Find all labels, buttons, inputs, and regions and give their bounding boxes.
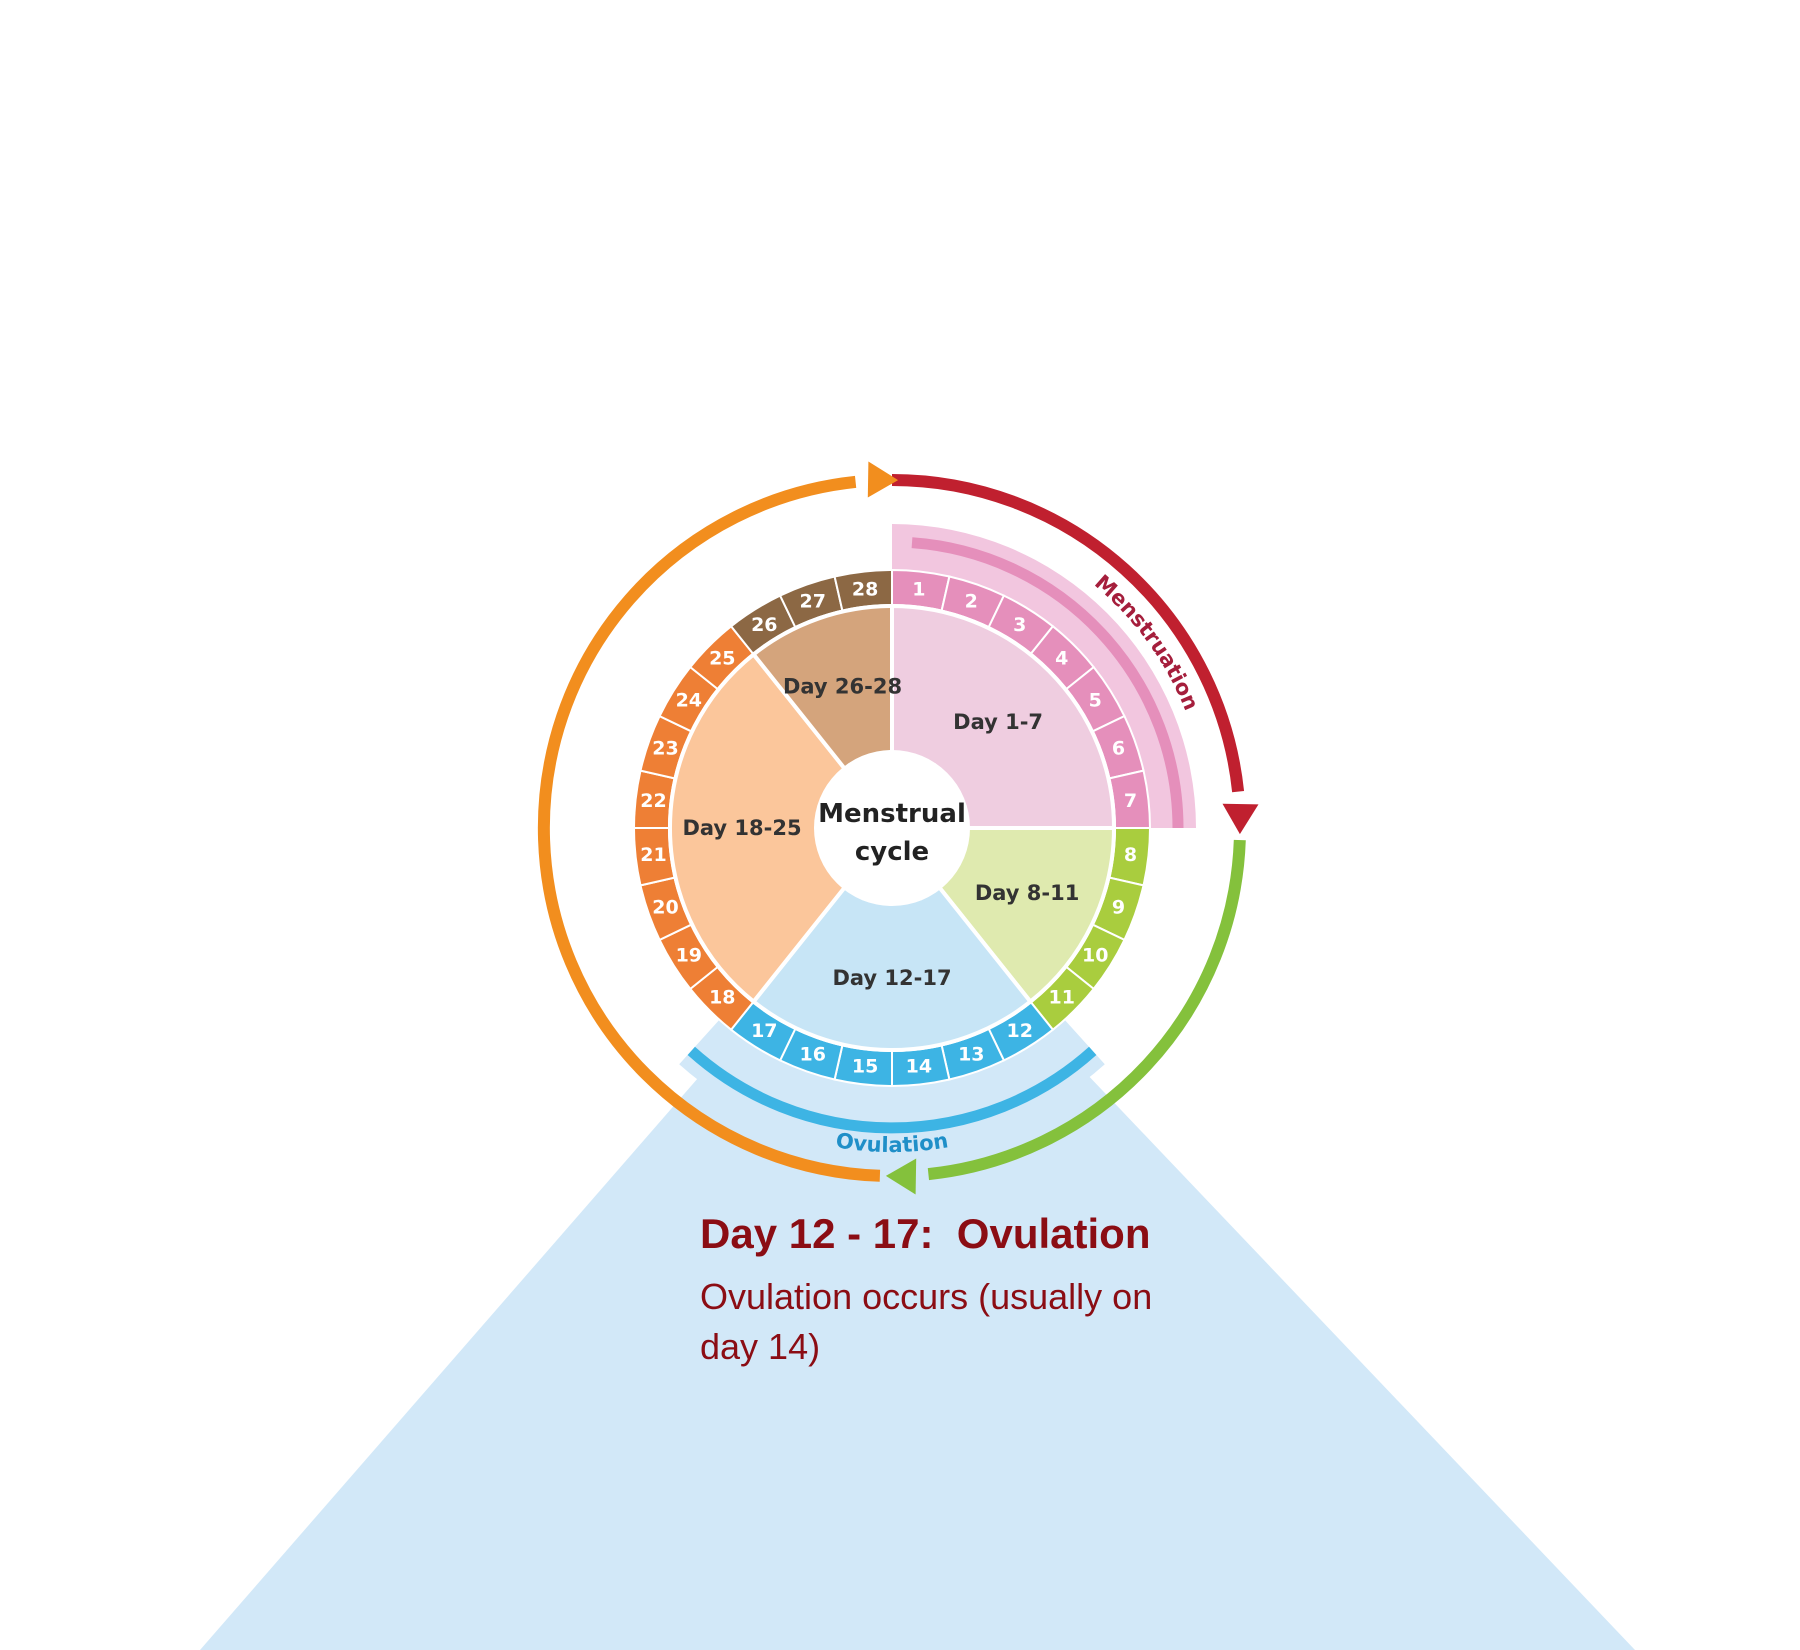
day-label: 21 [640,844,666,866]
phase-label-1: Day 1-7 [953,710,1043,734]
phase-label-5: Day 26-28 [783,674,902,698]
info-title: Day 12 - 17: Ovulation [700,1210,1151,1257]
day-label: 7 [1124,790,1137,812]
menstruation-arrowhead [1222,803,1259,835]
day-label: 4 [1055,647,1068,669]
ovulation-info-panel [200,1070,1635,1650]
menstruation-bar [911,537,1184,829]
follicular-arrow [927,839,1246,1181]
phase-label-4: Day 18-25 [682,816,801,840]
cycle-arrows [537,461,1259,1195]
info-box: Day 12 - 17: Ovulation Ovulation occurs … [700,1210,1220,1372]
center-label-line-1: Menstrual [818,799,966,829]
day-label: 2 [965,591,978,613]
day-label: 14 [906,1056,932,1078]
follicular-arrowhead [885,1158,917,1195]
menstruation-arrow [891,474,1245,793]
day-label: 8 [1124,844,1137,866]
phase-label-2: Day 8-11 [975,881,1080,905]
day-label: 6 [1112,738,1125,760]
day-label: 25 [709,647,735,669]
phase-sector-3 [750,824,1034,1052]
ovulation-bar [687,1046,1097,1134]
day-label: 17 [751,1020,777,1042]
luteal-arrowhead [867,461,899,498]
phase-bars [687,537,1184,1134]
day-label: 10 [1082,945,1108,967]
ovulation-label: Ovulation [834,1128,950,1157]
day-label: 5 [1089,689,1102,711]
phase-labels: Day 1-7 Day 8-11 Day 12-17 Day 18-25 Day 26-… [682,674,1079,990]
day-label: 23 [652,738,678,760]
day-label: 18 [709,987,735,1009]
center-label-line-2: cycle [855,837,929,867]
day-label: 28 [852,579,878,601]
day-label: 16 [799,1044,825,1066]
day-label: 22 [640,790,666,812]
day-label: 20 [652,896,678,918]
center-disc [814,750,970,906]
phase-sector-4 [668,651,895,1005]
phase-label-3: Day 12-17 [832,966,951,990]
info-text: Ovulation occurs (usually on day 14) [700,1276,1153,1367]
phase-sector-1 [890,603,1117,830]
day-label: 26 [751,614,777,636]
day-label: 24 [676,689,702,711]
luteal-arrow [537,475,881,1182]
day-label: 19 [676,945,702,967]
ovulation-band [679,1019,1105,1146]
day-label: 11 [1048,987,1074,1009]
day-label: 13 [958,1044,984,1066]
day-label: 3 [1013,614,1026,636]
day-label: 1 [912,579,925,601]
day-labels: 1234567891011121314151617181920212223242… [640,579,1137,1078]
day-label: 12 [1006,1020,1032,1042]
day-label: 27 [799,591,825,613]
day-label: 9 [1112,896,1125,918]
day-label: 15 [852,1056,878,1078]
